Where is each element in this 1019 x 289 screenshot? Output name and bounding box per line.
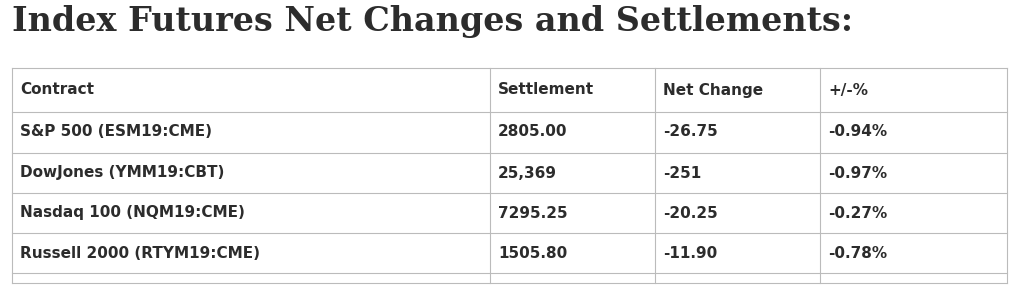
Text: Nasdaq 100 (NQM19:CME): Nasdaq 100 (NQM19:CME) [20, 205, 245, 221]
Text: 25,369: 25,369 [498, 166, 557, 181]
Text: 2805.00: 2805.00 [498, 125, 568, 140]
Text: -0.97%: -0.97% [828, 166, 888, 181]
Text: DowJones (YMM19:CBT): DowJones (YMM19:CBT) [20, 166, 224, 181]
Text: Index Futures Net Changes and Settlements:: Index Futures Net Changes and Settlement… [12, 5, 853, 38]
Text: -0.78%: -0.78% [828, 245, 888, 260]
Text: Net Change: Net Change [663, 82, 763, 97]
Text: +/-%: +/-% [828, 82, 868, 97]
Text: -20.25: -20.25 [663, 205, 717, 221]
Text: 7295.25: 7295.25 [498, 205, 568, 221]
Text: -0.27%: -0.27% [828, 205, 888, 221]
Text: S&P 500 (ESM19:CME): S&P 500 (ESM19:CME) [20, 125, 212, 140]
Text: Contract: Contract [20, 82, 94, 97]
Text: -251: -251 [663, 166, 701, 181]
Text: -11.90: -11.90 [663, 245, 717, 260]
Text: Russell 2000 (RTYM19:CME): Russell 2000 (RTYM19:CME) [20, 245, 260, 260]
Text: Settlement: Settlement [498, 82, 594, 97]
Text: 1505.80: 1505.80 [498, 245, 568, 260]
Text: -0.94%: -0.94% [828, 125, 888, 140]
Text: -26.75: -26.75 [663, 125, 717, 140]
